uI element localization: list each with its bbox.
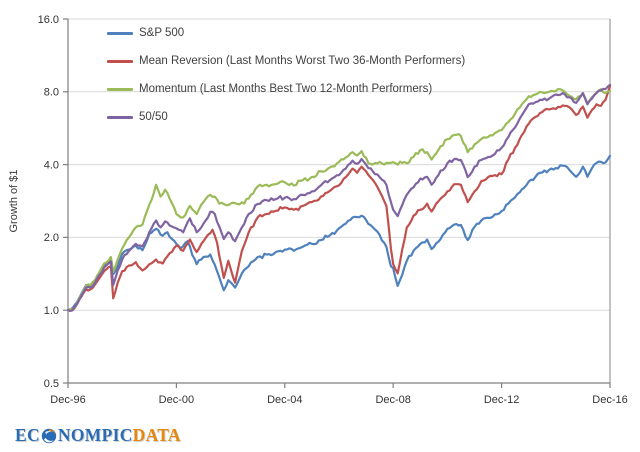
- x-tick-label: Dec-08: [375, 394, 410, 406]
- globe-icon: [41, 428, 57, 443]
- legend-swatch: [107, 87, 133, 91]
- series-line-mean-reversion-last-months-worst-two-36-month-performers: [66, 84, 612, 312]
- y-tick-label: 16.0: [38, 14, 59, 26]
- y-tick-label: 2.0: [44, 232, 59, 244]
- legend-item: Momentum (Last Months Best Two 12-Month …: [107, 75, 465, 103]
- series-line-50-50: [66, 83, 612, 313]
- x-tick-label: Dec-16: [592, 394, 627, 406]
- y-tick-label: 1.0: [44, 305, 59, 317]
- logo-text-nompic: NOMPIC: [57, 425, 133, 445]
- y-tick-label: 0.5: [44, 378, 59, 390]
- logo-text-data: DATA: [132, 425, 181, 445]
- legend-item: 50/50: [107, 103, 465, 131]
- legend-item: Mean Reversion (Last Months Worst Two 36…: [107, 47, 465, 75]
- legend-label: Mean Reversion (Last Months Worst Two 36…: [139, 55, 466, 67]
- chart-legend: S&P 500 Mean Reversion (Last Months Worst…: [107, 19, 465, 131]
- x-tick-label: Dec-96: [50, 394, 85, 406]
- x-tick-label: Dec-12: [484, 394, 519, 406]
- legend-label: S&P 500: [139, 27, 185, 39]
- series-line-s-p-500: [66, 154, 612, 312]
- legend-swatch: [107, 115, 133, 119]
- legend-item: S&P 500: [107, 19, 465, 47]
- x-tick-label: Dec-04: [267, 394, 302, 406]
- y-tick-label: 4.0: [44, 159, 59, 171]
- econompic-logo: EC NOMPIC DATA: [15, 425, 181, 446]
- legend-label: 50/50: [139, 111, 168, 123]
- series-line-momentum-last-months-best-two-12-month-performers: [66, 87, 612, 312]
- legend-label: Momentum (Last Months Best Two 12-Month …: [139, 83, 433, 95]
- logo-text-ec: EC: [15, 425, 40, 445]
- legend-swatch: [107, 59, 133, 63]
- y-axis-title: Growth of $1: [8, 169, 20, 233]
- x-tick-label: Dec-00: [159, 394, 194, 406]
- legend-swatch: [107, 31, 133, 35]
- y-tick-label: 8.0: [44, 87, 59, 99]
